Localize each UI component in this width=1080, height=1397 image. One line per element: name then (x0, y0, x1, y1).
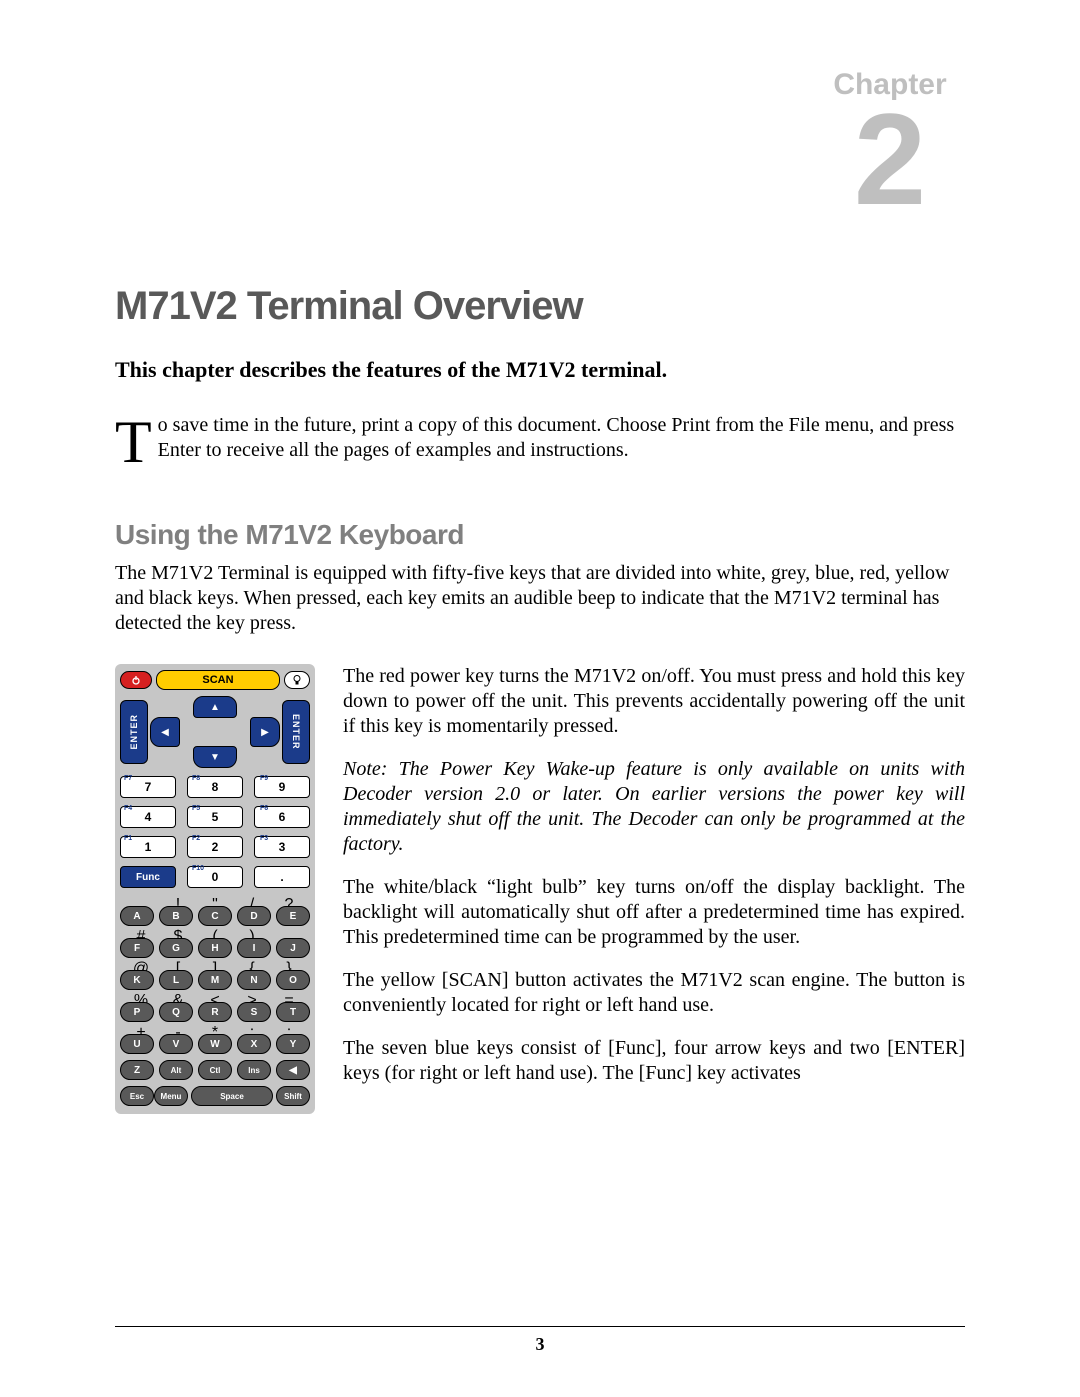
paragraph-power-key: The red power key turns the M71V2 on/off… (343, 664, 965, 739)
alpha-key: G (159, 938, 193, 958)
keyboard-body: SCAN ENTER ENTER ▲ ▼ ◀ (115, 664, 315, 1114)
keyboard-figure: SCAN ENTER ENTER ▲ ▼ ◀ (115, 664, 315, 1114)
func-key: Func (120, 866, 176, 888)
enter-key-right: ENTER (282, 700, 310, 764)
alpha-key: X (237, 1034, 271, 1054)
alpha-key: O (276, 970, 310, 990)
chapter-number: 2 (815, 94, 965, 224)
alpha-key: C (198, 906, 232, 926)
alpha-key: K (120, 970, 154, 990)
alpha-key: U (120, 1034, 154, 1054)
fn-label: F1 (124, 835, 132, 842)
paragraph-blue-keys: The seven blue keys consist of [Func], f… (343, 1036, 965, 1086)
alpha-key: D (237, 906, 271, 926)
shift-key: Shift (276, 1086, 310, 1106)
fn-label: F8 (192, 775, 200, 782)
backspace-key: ◀ (276, 1060, 310, 1080)
chapter-badge: Chapter 2 (815, 70, 965, 224)
document-page: Chapter 2 M71V2 Terminal Overview This c… (0, 0, 1080, 1397)
chapter-intro-bold: This chapter describes the features of t… (115, 357, 965, 383)
scan-key: SCAN (156, 670, 280, 690)
section-intro: The M71V2 Terminal is equipped with fift… (115, 561, 965, 636)
alpha-key: B (159, 906, 193, 926)
num-key: . (254, 866, 310, 888)
esc-key: Esc (120, 1086, 154, 1106)
ctl-key: Ctl (198, 1060, 232, 1080)
alpha-key: N (237, 970, 271, 990)
alpha-key: J (276, 938, 310, 958)
body-text-column: The red power key turns the M71V2 on/off… (343, 664, 965, 1114)
keyboard-top-row: SCAN (120, 670, 310, 690)
fn-label: F10 (192, 865, 204, 872)
alpha-key: E (276, 906, 310, 926)
alpha-key: F (120, 938, 154, 958)
alpha-key: S (237, 1002, 271, 1022)
fn-label: F3 (260, 835, 268, 842)
fn-label: F5 (192, 805, 200, 812)
fn-label: F6 (260, 805, 268, 812)
alpha-key: T (276, 1002, 310, 1022)
alpha-key: W (198, 1034, 232, 1054)
alpha-key: P (120, 1002, 154, 1022)
alt-key: Alt (159, 1060, 193, 1080)
page-title: M71V2 Terminal Overview (115, 284, 965, 329)
page-number: 3 (0, 1334, 1080, 1355)
alpha-key: V (159, 1034, 193, 1054)
footer-rule (115, 1326, 965, 1327)
alpha-key: H (198, 938, 232, 958)
fn-label: F9 (260, 775, 268, 782)
fn-label: F4 (124, 805, 132, 812)
arrow-down-key: ▼ (193, 746, 237, 768)
menu-key: Menu (154, 1086, 188, 1106)
alpha-key: A (120, 906, 154, 926)
bulb-icon (292, 674, 302, 686)
paragraph-note: Note: The Power Key Wake-up feature is o… (343, 757, 965, 857)
alpha-key: R (198, 1002, 232, 1022)
alpha-key: Z (120, 1060, 154, 1080)
paragraph-scan: The yellow [SCAN] button activates the M… (343, 968, 965, 1018)
two-column-layout: SCAN ENTER ENTER ▲ ▼ ◀ (115, 664, 965, 1114)
keyboard-nav-block: ENTER ENTER ▲ ▼ ◀ ▶ (120, 696, 310, 768)
paragraph-backlight: The white/black “light bulb” key turns o… (343, 875, 965, 950)
section-heading: Using the M71V2 Keyboard (115, 519, 965, 551)
alpha-key: L (159, 970, 193, 990)
alpha-key: I (237, 938, 271, 958)
alpha-key: Q (159, 1002, 193, 1022)
alpha-keypad: !"/? A B C D E #$()_ F G H (120, 896, 310, 1106)
space-key: Space (191, 1086, 273, 1106)
power-icon (131, 675, 141, 685)
fn-label: F7 (124, 775, 132, 782)
backlight-key (284, 671, 310, 689)
fn-label: F2 (192, 835, 200, 842)
power-key (120, 671, 152, 689)
arrow-left-key: ◀ (150, 717, 180, 747)
numeric-keypad: F7 F8 F9 7 8 9 F4 F5 F6 (120, 776, 310, 888)
alpha-key: Y (276, 1034, 310, 1054)
intro-body: To save time in the future, print a copy… (115, 413, 965, 463)
dpad: ▲ ▼ ◀ ▶ (150, 696, 280, 768)
enter-key-left: ENTER (120, 700, 148, 764)
arrow-up-key: ▲ (193, 696, 237, 718)
alpha-key: M (198, 970, 232, 990)
ins-key: Ins (237, 1060, 271, 1080)
arrow-right-key: ▶ (250, 717, 280, 747)
